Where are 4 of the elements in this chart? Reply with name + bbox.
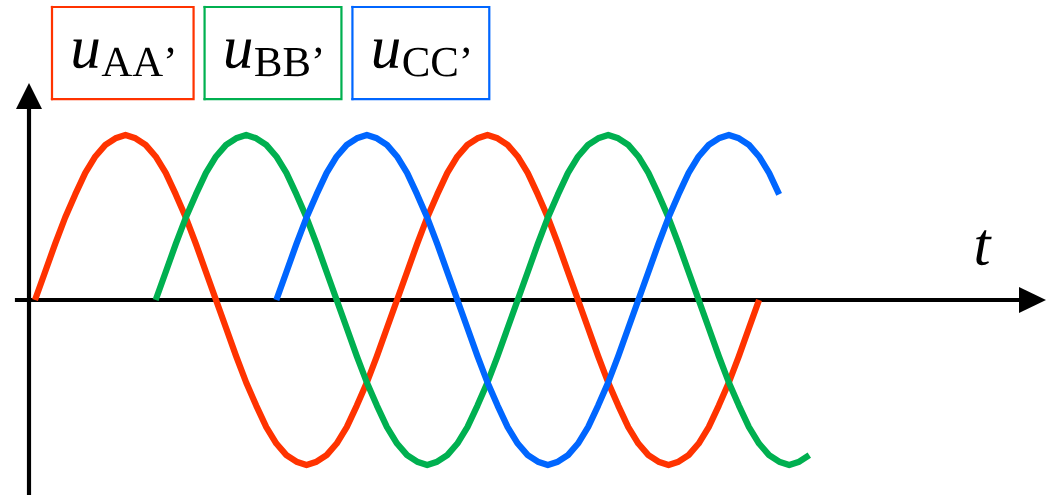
- legend-label: u$_{AA’}$: [73, 39, 174, 77]
- legend-label: u$_{CC’}$: [373, 39, 469, 77]
- legend-label: u$_{BB’}$: [225, 39, 322, 77]
- x-axis-title: t: [976, 230, 992, 266]
